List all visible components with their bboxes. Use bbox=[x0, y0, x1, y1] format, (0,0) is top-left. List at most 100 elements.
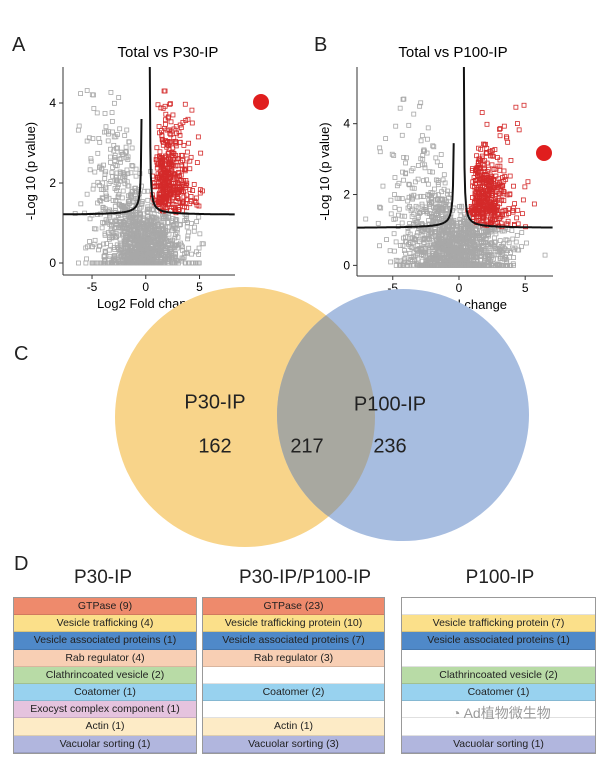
point bbox=[99, 166, 105, 172]
point bbox=[442, 239, 448, 245]
enriched-point bbox=[187, 187, 193, 192]
enriched-point bbox=[522, 184, 528, 190]
enriched-point bbox=[489, 153, 495, 159]
y-tick-label: 4 bbox=[49, 96, 56, 110]
enriched-point bbox=[502, 174, 508, 179]
point bbox=[485, 229, 491, 235]
point bbox=[99, 195, 105, 201]
enriched-point bbox=[492, 199, 497, 205]
point bbox=[446, 236, 452, 241]
point bbox=[433, 256, 439, 261]
point bbox=[170, 216, 176, 222]
point bbox=[185, 220, 190, 225]
enriched-point bbox=[171, 126, 177, 132]
point bbox=[183, 249, 189, 255]
point bbox=[102, 111, 108, 116]
enriched-point bbox=[162, 205, 168, 211]
point bbox=[401, 177, 406, 183]
enriched-point bbox=[178, 152, 184, 158]
table-title-shared: P30-IP/P100-IP bbox=[238, 567, 372, 588]
point bbox=[129, 217, 135, 223]
enriched-point bbox=[510, 208, 516, 213]
point bbox=[482, 247, 487, 253]
point bbox=[125, 234, 131, 240]
enriched-point bbox=[179, 184, 185, 190]
point bbox=[113, 180, 119, 186]
point bbox=[142, 251, 147, 257]
point bbox=[411, 111, 417, 117]
table-row: Vesicle associated proteins (1) bbox=[402, 632, 595, 650]
enriched-point bbox=[484, 205, 489, 211]
point bbox=[167, 247, 173, 252]
point bbox=[415, 163, 421, 168]
point bbox=[410, 206, 415, 212]
point bbox=[502, 246, 508, 252]
enriched-point bbox=[505, 139, 511, 145]
point bbox=[403, 170, 408, 176]
watermark-text: Ad植物微生物 bbox=[463, 705, 551, 721]
category-table-p30: GTPase (9) Vesicle trafficking (4) Vesicle… bbox=[13, 597, 197, 754]
point bbox=[422, 162, 428, 168]
point bbox=[94, 110, 100, 116]
point bbox=[414, 233, 420, 239]
x-tick-label: -5 bbox=[387, 281, 398, 295]
point bbox=[105, 218, 111, 224]
point bbox=[412, 258, 418, 264]
point bbox=[150, 256, 156, 262]
point bbox=[399, 196, 405, 201]
point bbox=[138, 238, 144, 244]
point bbox=[151, 255, 156, 260]
table-row bbox=[402, 598, 595, 616]
point bbox=[377, 149, 383, 155]
enriched-point bbox=[167, 159, 172, 165]
point bbox=[173, 251, 179, 257]
enriched-point bbox=[476, 156, 482, 162]
point bbox=[450, 256, 455, 261]
point bbox=[145, 236, 151, 242]
point bbox=[91, 106, 97, 111]
enriched-point bbox=[481, 141, 486, 147]
point bbox=[407, 182, 412, 188]
table-title-p100: P100-IP bbox=[465, 567, 535, 588]
enriched-point bbox=[170, 112, 176, 118]
enriched-point bbox=[497, 181, 502, 187]
enriched-point bbox=[478, 200, 483, 205]
point bbox=[411, 211, 417, 217]
x-tick-label: 5 bbox=[196, 280, 203, 294]
point bbox=[430, 219, 436, 225]
enriched-point bbox=[483, 187, 489, 193]
point bbox=[396, 212, 401, 218]
point bbox=[421, 147, 427, 153]
point bbox=[426, 249, 432, 254]
point bbox=[415, 214, 421, 220]
enriched-point bbox=[489, 162, 495, 168]
point bbox=[95, 200, 100, 206]
volcano-plots: Total vs P30-IP -5 0 5 0 2 4 Log2 Fold change -L… bbox=[23, 44, 553, 312]
point bbox=[441, 224, 447, 230]
point bbox=[475, 262, 481, 268]
point bbox=[116, 218, 122, 224]
point bbox=[428, 255, 434, 260]
enriched-point bbox=[165, 180, 171, 186]
point bbox=[133, 166, 139, 172]
point bbox=[172, 243, 178, 249]
point bbox=[457, 220, 463, 225]
enriched-point bbox=[182, 183, 188, 189]
enriched-point bbox=[505, 218, 511, 224]
point bbox=[95, 150, 101, 156]
point bbox=[400, 96, 406, 102]
point bbox=[491, 235, 497, 241]
point bbox=[428, 227, 434, 233]
point bbox=[465, 250, 471, 256]
point bbox=[380, 183, 386, 189]
point bbox=[108, 154, 113, 160]
point bbox=[78, 201, 84, 207]
enriched-point bbox=[498, 220, 504, 226]
point bbox=[409, 245, 415, 250]
enriched-point bbox=[152, 184, 157, 190]
point bbox=[129, 202, 135, 208]
point bbox=[491, 243, 497, 249]
enriched-point bbox=[188, 154, 194, 160]
point bbox=[391, 153, 397, 158]
point bbox=[115, 185, 121, 191]
